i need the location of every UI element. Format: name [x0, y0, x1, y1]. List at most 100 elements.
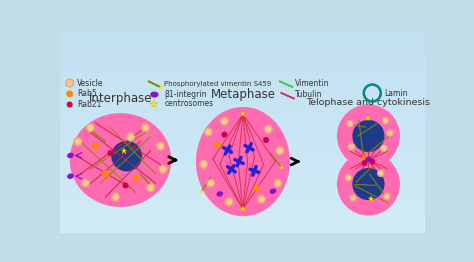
- Text: centrosomes: centrosomes: [164, 99, 213, 108]
- Bar: [61, 181, 425, 182]
- Bar: [61, 231, 425, 232]
- Bar: [61, 202, 425, 203]
- Bar: [61, 106, 425, 107]
- Bar: [61, 210, 425, 211]
- Circle shape: [204, 128, 212, 136]
- Circle shape: [66, 79, 73, 87]
- Bar: [61, 194, 425, 195]
- Circle shape: [207, 179, 214, 187]
- Bar: [61, 185, 425, 186]
- Bar: [61, 128, 425, 129]
- Bar: [61, 34, 425, 35]
- Circle shape: [206, 130, 210, 134]
- Bar: [61, 120, 425, 121]
- Bar: [61, 95, 425, 96]
- Bar: [61, 179, 425, 180]
- Bar: [61, 224, 425, 225]
- Bar: [61, 171, 425, 172]
- Bar: [61, 223, 425, 224]
- Bar: [61, 124, 425, 125]
- Bar: [61, 136, 425, 137]
- Bar: [61, 192, 425, 193]
- Circle shape: [370, 159, 374, 164]
- Bar: [61, 89, 425, 90]
- Bar: [61, 191, 425, 192]
- Bar: [61, 152, 425, 153]
- Bar: [61, 183, 425, 184]
- Circle shape: [379, 171, 383, 175]
- Bar: [61, 53, 425, 54]
- Bar: [61, 70, 425, 71]
- Bar: [61, 101, 425, 102]
- Bar: [61, 125, 425, 126]
- Text: Interphase: Interphase: [89, 92, 152, 105]
- Bar: [61, 77, 425, 78]
- Bar: [61, 129, 425, 130]
- Bar: [61, 92, 425, 93]
- Bar: [61, 80, 425, 81]
- Circle shape: [87, 124, 94, 132]
- Bar: [61, 130, 425, 131]
- Bar: [61, 161, 425, 162]
- Bar: [61, 186, 425, 187]
- Bar: [61, 217, 425, 218]
- Circle shape: [123, 183, 128, 188]
- Bar: [61, 173, 425, 174]
- Circle shape: [83, 181, 88, 185]
- Bar: [61, 57, 425, 58]
- Circle shape: [350, 195, 356, 201]
- Bar: [61, 153, 425, 154]
- Bar: [61, 52, 425, 53]
- Bar: [61, 226, 425, 227]
- Bar: [61, 165, 425, 166]
- Bar: [61, 182, 425, 183]
- Circle shape: [142, 124, 149, 132]
- Bar: [61, 145, 425, 146]
- Bar: [61, 107, 425, 108]
- Bar: [61, 56, 425, 57]
- Bar: [61, 222, 425, 223]
- Bar: [61, 78, 425, 79]
- Bar: [61, 102, 425, 103]
- Bar: [61, 190, 425, 191]
- Text: Metaphase: Metaphase: [210, 88, 275, 101]
- Bar: [61, 139, 425, 140]
- Bar: [61, 170, 425, 171]
- Bar: [61, 43, 425, 44]
- Bar: [61, 203, 425, 204]
- Bar: [61, 220, 425, 221]
- Bar: [61, 108, 425, 109]
- Bar: [61, 184, 425, 185]
- Circle shape: [127, 133, 134, 141]
- Bar: [61, 75, 425, 76]
- Bar: [61, 177, 425, 178]
- Bar: [61, 117, 425, 118]
- Circle shape: [76, 139, 80, 144]
- Bar: [61, 168, 425, 169]
- Circle shape: [348, 122, 352, 125]
- Bar: [61, 97, 425, 98]
- Text: Vimentin: Vimentin: [295, 79, 330, 88]
- Bar: [61, 112, 425, 113]
- Bar: [61, 81, 425, 82]
- Circle shape: [143, 125, 148, 130]
- Bar: [61, 221, 425, 222]
- Bar: [61, 156, 425, 157]
- Bar: [61, 189, 425, 190]
- Bar: [61, 60, 425, 61]
- Circle shape: [278, 149, 282, 153]
- Bar: [61, 195, 425, 196]
- Circle shape: [108, 151, 113, 155]
- Ellipse shape: [68, 153, 73, 157]
- Bar: [61, 45, 425, 46]
- Text: Rab21: Rab21: [77, 100, 102, 109]
- Bar: [61, 209, 425, 210]
- Circle shape: [146, 184, 155, 192]
- Bar: [61, 151, 425, 152]
- Text: Lamin: Lamin: [384, 89, 407, 97]
- Bar: [61, 44, 425, 45]
- Bar: [61, 134, 425, 135]
- Bar: [61, 200, 425, 201]
- Bar: [61, 114, 425, 115]
- Bar: [61, 126, 425, 127]
